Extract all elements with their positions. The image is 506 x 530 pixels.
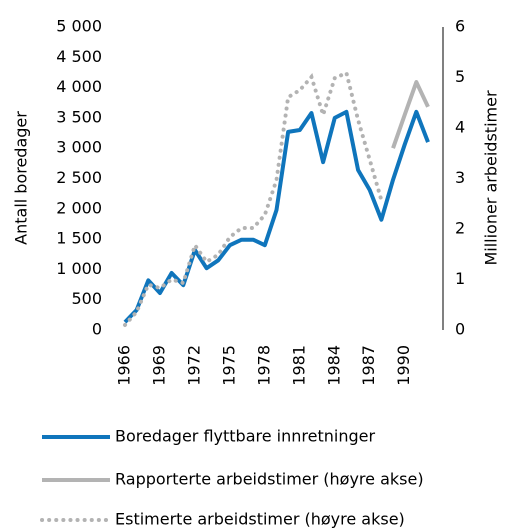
y-tick-label: 4 000 [56,77,102,96]
y2-tick-label: 4 [455,118,465,137]
y-tick-label: 1 000 [56,259,102,278]
legend-label: Boredager flyttbare innretninger [115,427,375,446]
x-tick-label: 1987 [359,345,378,386]
y2-tick-label: 5 [455,67,465,86]
y-tick-label: 2 500 [56,168,102,187]
y-tick-label: 500 [71,289,102,308]
y-tick-label: 2 000 [56,198,102,217]
y2-tick-label: 3 [455,168,465,187]
y2-tick-label: 1 [455,269,465,288]
series-line [391,80,430,149]
x-tick-label: 1972 [184,345,203,386]
y-tick-label: 5 000 [56,17,102,36]
x-tick-label: 1975 [219,345,238,386]
x-tick-label: 1981 [289,345,308,386]
y2-tick-label: 0 [455,320,465,339]
x-tick-label: 1966 [115,345,134,386]
y-axis-title: Antall boredager [12,111,31,245]
y-tick-label: 1 500 [56,229,102,248]
series-line [123,70,384,327]
x-tick-label: 1978 [254,345,273,386]
y2-tick-label: 6 [455,17,465,36]
legend-label: Estimerte arbeidstimer (høyre akse) [115,510,405,529]
x-tick-label: 1984 [324,345,343,386]
legend-label: Rapporterte arbeidstimer (høyre akse) [115,470,424,489]
y2-tick-label: 2 [455,219,465,238]
y-tick-label: 3 000 [56,138,102,157]
x-tick-label: 1969 [149,345,168,386]
y-tick-label: 0 [92,320,102,339]
x-tick-label: 1990 [394,345,413,386]
y2-axis-title: Millioner arbeidstimer [482,90,501,265]
y-tick-label: 4 500 [56,47,102,66]
series-line [123,109,430,324]
y-tick-label: 3 500 [56,107,102,126]
